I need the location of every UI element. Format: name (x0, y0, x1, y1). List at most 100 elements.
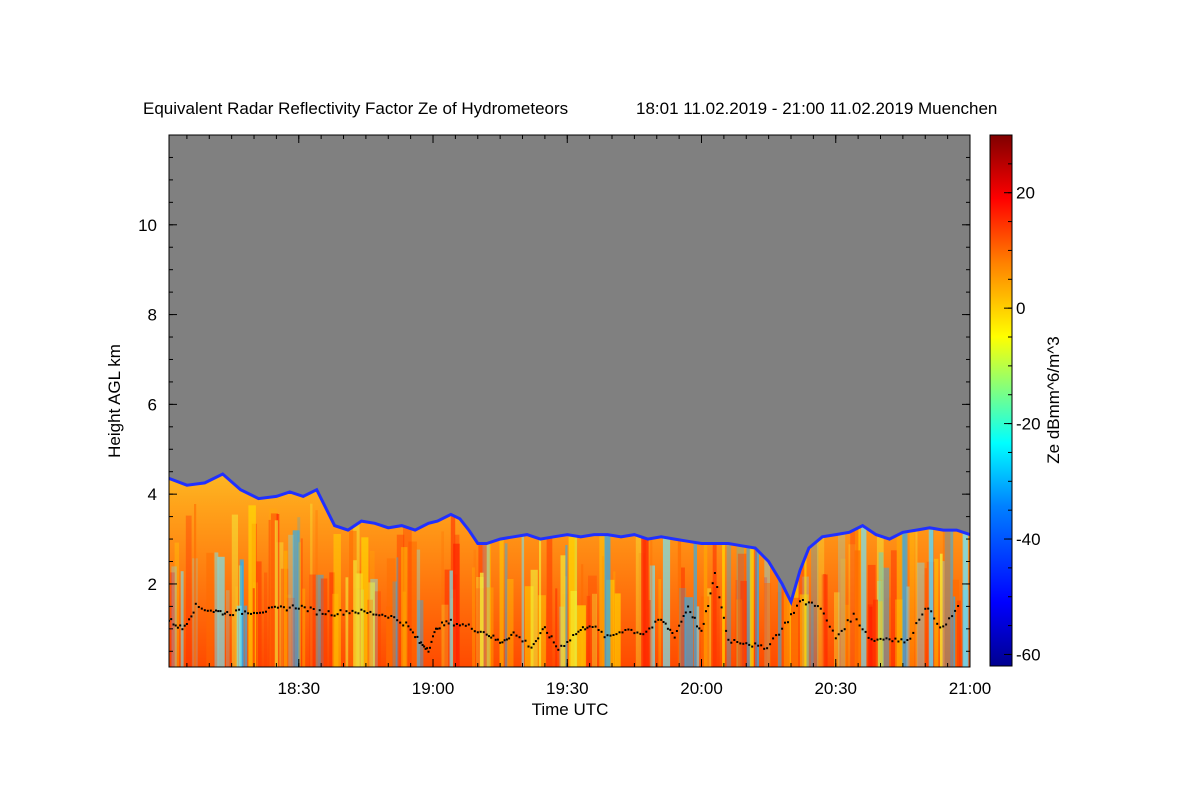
cloud-base-point (682, 615, 685, 617)
cloud-base-point (300, 604, 303, 607)
echo-streak (850, 518, 859, 667)
x-axis-ticks: 18:30 19:00 19:30 20:00 20:30 21:00 (186, 135, 991, 698)
cloud-base-point (473, 630, 476, 633)
cloud-base-point (543, 626, 546, 629)
cloud-base-point (924, 607, 927, 610)
cloud-base-point (563, 645, 566, 647)
cloud-base-point (766, 647, 769, 650)
echo-streak (601, 556, 605, 667)
cloud-base-point (318, 609, 321, 612)
cloud-base-point (188, 618, 191, 621)
cloud-base-point (510, 633, 513, 636)
cloud-base-point (443, 624, 446, 627)
cloud-base-point (435, 627, 437, 630)
cloud-base-point (548, 636, 551, 639)
cloud-base-point (433, 631, 436, 634)
cloud-base-point (294, 607, 297, 610)
echo-streak (537, 595, 546, 667)
echo-streak (231, 514, 238, 667)
cloud-base-point (217, 610, 220, 613)
cloud-base-point (822, 612, 825, 615)
cloud-base-point (843, 628, 846, 631)
x-tick-label: 19:00 (412, 679, 455, 698)
cloud-base-point (449, 618, 452, 621)
x-tick-label: 19:30 (546, 679, 589, 698)
cloud-base-point (426, 647, 429, 650)
echo-streak (604, 504, 611, 667)
cloud-base-point (212, 611, 215, 613)
cloud-base-point (846, 619, 849, 622)
colorbar-tick-label: -40 (1016, 530, 1041, 549)
echo-streak (755, 504, 759, 667)
cloud-base-point (876, 638, 879, 641)
cloud-base-point (810, 601, 813, 604)
cloud-base-point (645, 630, 648, 633)
cloud-base-point (951, 615, 954, 618)
cloud-base-point (369, 610, 372, 613)
cloud-base-point (885, 637, 888, 640)
cloud-base-point (702, 622, 705, 625)
echo-streak (355, 573, 363, 667)
echo-streak (268, 519, 271, 667)
cloud-base-point (784, 621, 786, 624)
y-tick-label: 8 (148, 306, 157, 325)
cloud-base-point (402, 624, 405, 627)
cloud-base-point (521, 640, 524, 643)
cloud-base-point (396, 619, 399, 622)
echo-streak (171, 566, 177, 667)
echo-streak (875, 601, 883, 667)
colorbar-tick-label: 20 (1016, 184, 1035, 203)
cloud-base-point (342, 613, 345, 616)
cloud-base-point (586, 626, 589, 629)
cloud-base-point (492, 634, 495, 637)
cloud-base-point (733, 639, 736, 641)
cloud-base-point (458, 624, 461, 627)
cloud-base-point (447, 622, 450, 625)
cloud-base-point (687, 605, 690, 608)
echo-streak (635, 500, 644, 667)
cloud-base-point (508, 637, 511, 640)
cloud-base-point (424, 647, 427, 650)
echo-streak (484, 525, 491, 667)
cloud-base-point (309, 606, 312, 609)
cloud-base-point (957, 605, 960, 607)
echo-streak (288, 534, 294, 667)
echo-streak (956, 600, 961, 667)
echo-streak (677, 501, 682, 667)
cloud-base-point (267, 606, 270, 609)
echo-streak (592, 593, 597, 667)
cloud-base-point (769, 643, 772, 646)
cloud-base-point (834, 637, 837, 640)
cloud-base-point (696, 625, 698, 628)
echo-streak (869, 606, 873, 667)
cloud-base-point (219, 610, 222, 613)
echo-streak (834, 592, 840, 667)
echo-streak (269, 508, 277, 667)
cloud-base-point (206, 609, 209, 612)
cloud-base-point (429, 646, 431, 649)
echo-streak (867, 564, 876, 667)
echo-streak (367, 599, 373, 667)
cloud-base-point (238, 608, 241, 611)
echo-streak (703, 499, 708, 667)
cloud-base-point (393, 616, 396, 619)
cloud-base-point (221, 613, 224, 616)
echo-streak (882, 567, 890, 667)
echo-streak (270, 513, 278, 667)
echo-streak (539, 512, 542, 667)
echo-streak (944, 512, 954, 667)
echo-streak (300, 538, 303, 667)
echo-streak (586, 595, 591, 667)
echo-streak (798, 529, 804, 667)
cloud-base-point (527, 645, 530, 648)
echo-streak (726, 510, 732, 667)
cloud-base-point (882, 638, 885, 641)
cloud-base-point (933, 617, 936, 620)
cloud-base-point (420, 641, 423, 644)
echo-streak (353, 560, 357, 667)
cloud-base-point (858, 624, 861, 627)
echo-streak (180, 571, 184, 667)
cloud-base-point (270, 606, 273, 609)
colorbar (989, 134, 1013, 667)
